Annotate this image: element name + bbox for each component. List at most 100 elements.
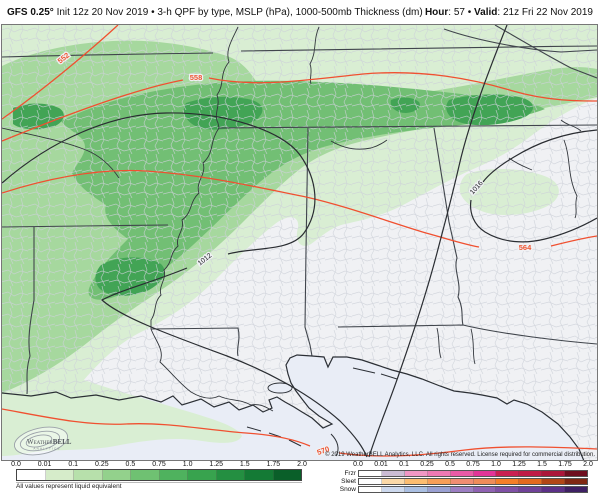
tick-0.01: 0.01	[37, 461, 52, 468]
color-segment	[216, 470, 245, 480]
color-segment	[542, 470, 566, 476]
color-segment	[450, 478, 474, 484]
color-segment	[473, 478, 497, 484]
logo-word2: BELL	[53, 438, 72, 446]
ptype-row-frzr: Frzr	[338, 469, 598, 477]
color-segment	[565, 470, 588, 476]
forecast-map: 552 558 564 570 1012 1016 WeatherBELL AN…	[1, 24, 598, 461]
state-borders	[2, 25, 597, 395]
color-segment	[74, 470, 103, 480]
svg-text:WeatherBELL: WeatherBELL	[27, 438, 72, 446]
color-segment	[404, 478, 428, 484]
tick-1.25: 1.25	[209, 461, 223, 468]
qpf-legend: 0.0 0.01 0.1 0.25 0.5 0.75 1.0 1.25 1.5 1.75 2.0 A…	[0, 461, 332, 493]
valid-label: Valid	[474, 6, 498, 18]
color-segment	[519, 470, 543, 476]
tick-0.5: 0.5	[125, 461, 136, 468]
tick-1.0: 1.0	[491, 461, 501, 468]
tennessee-river	[309, 26, 320, 85]
tick-1.75: 1.75	[266, 461, 281, 468]
color-segment	[404, 470, 428, 476]
map-title: GFS 0.25° Init 12z 20 Nov 2019 • 3-h QPF…	[7, 7, 423, 18]
label-564: 564	[519, 243, 532, 252]
color-segment	[131, 470, 160, 480]
contour-558	[2, 72, 597, 142]
mississippi-river	[150, 26, 274, 412]
label-558: 558	[190, 73, 203, 82]
tick-2.0: 2.0	[297, 461, 307, 468]
ptype-ticks: 0.0 0.01 0.1 0.25 0.5 0.75 1.0 1.25 1.5 1.75 2.0	[353, 461, 593, 469]
color-segment	[496, 470, 520, 476]
title-rest: Init 12z 20 Nov 2019 • 3-h QPF by type, …	[53, 6, 423, 18]
coastline	[2, 354, 585, 460]
tick-2.0: 2.0	[583, 461, 593, 468]
tick-0.1: 0.1	[68, 461, 79, 468]
color-segment	[381, 470, 405, 476]
map-svg: 552 558 564 570 1012 1016 WeatherBELL AN…	[2, 25, 597, 460]
ptype-row-sleet: Sleet	[338, 477, 598, 485]
color-segment	[45, 470, 74, 480]
ptype-colorbar	[358, 477, 588, 485]
qpf-ticks: 0.0 0.01 0.1 0.25 0.5 0.75 1.0 1.25 1.5 1.75 2.0	[11, 461, 316, 469]
isobar-1012-west	[2, 112, 368, 458]
contour-552	[2, 25, 119, 120]
color-segment	[381, 478, 405, 484]
tick-0.0: 0.0	[11, 461, 21, 468]
tick-0.0: 0.0	[353, 461, 363, 468]
color-segment	[496, 486, 520, 492]
color-segment	[159, 470, 188, 480]
tick-1.0: 1.0	[182, 461, 193, 468]
color-segment	[519, 486, 543, 492]
color-segment	[17, 470, 46, 480]
hour-value: : 57	[448, 6, 465, 18]
copyright-text: © 2019 WeatherBELL Analytics, LLC. All r…	[325, 452, 595, 458]
qpf-colorbar	[16, 469, 302, 481]
ptype-label: Frzr	[344, 469, 356, 477]
qpf-caption: All values represent liquid equivalent	[16, 482, 302, 490]
header-bar: GFS 0.25° Init 12z 20 Nov 2019 • 3-h QPF…	[0, 0, 600, 24]
ptype-row-snow: Snow	[338, 485, 598, 493]
logo-word1: Weather	[27, 438, 53, 446]
color-segment	[565, 486, 588, 492]
isobar-1016	[469, 129, 597, 243]
ptype-rows: Frzr Sleet Snow	[338, 469, 598, 493]
tick-0.75: 0.75	[152, 461, 166, 468]
ptype-label: Snow	[339, 485, 356, 493]
color-segment	[381, 486, 405, 492]
lake-pontchartrain	[267, 382, 293, 394]
tick-0.1: 0.1	[399, 461, 409, 468]
color-segment	[542, 486, 566, 492]
rivers	[2, 26, 582, 412]
mslp-contours	[2, 25, 597, 458]
tick-1.25: 1.25	[512, 461, 526, 468]
color-segment	[359, 470, 382, 476]
color-segment	[102, 470, 131, 480]
color-segment	[473, 470, 497, 476]
ptype-colorbar	[358, 485, 588, 493]
ptype-label: Sleet	[341, 477, 356, 485]
color-segment	[188, 470, 217, 480]
color-segment	[427, 478, 451, 484]
isobar-1012-east	[368, 25, 508, 458]
color-segment	[404, 486, 428, 492]
color-segment	[273, 470, 301, 480]
hour-label: Hour	[424, 6, 449, 18]
color-segment	[519, 478, 543, 484]
tick-0.5: 0.5	[445, 461, 455, 468]
color-segment	[496, 478, 520, 484]
dot-separator: •	[464, 6, 475, 18]
tennessee-river-al	[330, 139, 388, 150]
product-name: GFS 0.25°	[7, 6, 54, 18]
color-segment	[427, 470, 451, 476]
ptype-legend: 0.0 0.01 0.1 0.25 0.5 0.75 1.0 1.25 1.5 1.75 2.0 F…	[338, 461, 598, 493]
color-segment	[542, 478, 566, 484]
color-segment	[245, 470, 274, 480]
tick-1.5: 1.5	[239, 461, 250, 468]
tick-0.25: 0.25	[94, 461, 109, 468]
color-segment	[565, 478, 588, 484]
logo-sub: ANALYTICS	[33, 447, 60, 451]
contour-570	[2, 408, 597, 457]
color-segment	[473, 486, 497, 492]
tick-0.25: 0.25	[420, 461, 434, 468]
